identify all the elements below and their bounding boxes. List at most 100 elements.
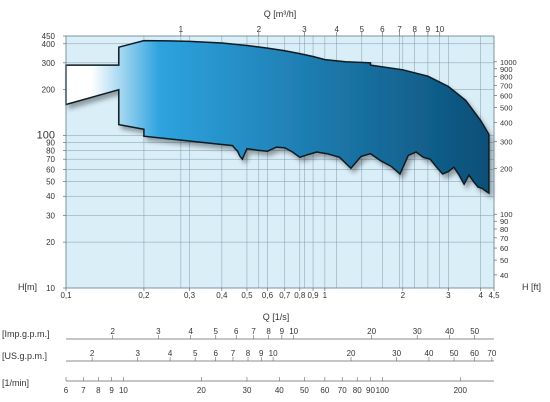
tick-label: 6 [380,25,385,34]
tick-label: 7 [231,349,236,358]
tick-label: 700 [500,81,513,90]
tick-label: 7 [397,25,402,34]
tick-label: 3 [302,25,307,34]
tick-label: 50 [46,177,55,186]
tick-label: 0,6 [262,291,274,300]
tick-label: 70 [500,234,508,243]
plot-frame [65,35,495,289]
tick-label: 2 [111,327,116,336]
tick-label: 4,5 [488,291,500,300]
tick-label: 4 [479,291,484,300]
tick-label: 90 [46,139,55,148]
imp-gpm-label: [Imp.g.p.m.] [2,329,50,339]
tick-label: 1 [179,25,184,34]
tick-label: 9 [426,25,431,34]
tick-label: 3 [136,349,141,358]
tick-label: 80 [46,146,55,155]
tick-label: 4 [188,327,193,336]
tick-label: 10 [119,386,128,395]
tick-label: 0,3 [184,291,196,300]
tick-label: 40 [445,327,454,336]
tick-label: 90 [500,217,508,226]
tick-label: 600 [500,92,513,101]
tick-label: 3 [156,327,161,336]
tick-label: 5 [214,327,219,336]
tick-label: 40 [275,386,284,395]
tick-label: 30 [243,386,252,395]
tick-label: 40 [500,271,508,280]
tick-label: 70 [338,386,347,395]
tick-label: 50 [300,386,309,395]
tick-label: 400 [500,118,513,127]
tick-label: 100 [376,386,390,395]
tick-label: 100 [500,210,513,219]
tick-label: 0,4 [216,291,228,300]
bottom-axis: 0,1 0,2 0,3 0,4 0,5 0,6 0,7 0,8 0,9 1 2 3 4 4,5 [60,288,500,300]
tick-label: 50 [500,256,508,265]
tick-label: 60 [470,349,479,358]
tick-label: 80 [500,225,508,234]
tick-label: 70 [46,155,55,164]
tick-label: 10 [435,25,444,34]
tick-label: 300 [42,59,56,68]
l-per-min-scale: 6 7 8 9 10 20 30 40 50 60 70 80 90 100 200 [64,377,494,395]
tick-label: 10 [46,284,55,293]
tick-label: 5 [193,349,198,358]
tick-label: 30 [413,327,422,336]
tick-label: 0,9 [307,291,319,300]
tick-label: 0,5 [241,291,253,300]
tick-label: 10 [269,349,278,358]
tick-label: 450 [42,32,56,41]
tick-label: 40 [425,349,434,358]
tick-label: 20 [347,349,356,358]
tick-label: 200 [42,86,56,95]
tick-label: 8 [412,25,417,34]
tick-label: 7 [251,327,256,336]
tick-label: 70 [487,349,496,358]
tick-label: 20 [367,327,376,336]
us-gpm-label: [US.g.p.m.] [2,351,47,361]
tick-label: 8 [266,327,271,336]
tick-label: 800 [500,73,513,82]
tick-label: 900 [500,65,513,74]
tick-label: 6 [213,349,218,358]
tick-label: 6 [234,327,239,336]
tick-label: 500 [500,104,513,113]
tick-label: 3 [446,291,451,300]
bottom-axis-label: Q [1/s] [263,312,290,322]
tick-label: 1000 [500,58,517,67]
tick-label: 0,2 [138,291,150,300]
tick-label: 40 [46,192,55,201]
l-per-min-label: [1/min] [2,378,29,388]
tick-label: 30 [46,211,55,220]
tick-label: 0,1 [60,291,72,300]
tick-label: 100 [37,130,55,142]
tick-label: 2 [401,291,406,300]
tick-label: 30 [392,349,401,358]
tick-label: 60 [320,386,329,395]
tick-label: 200 [500,164,513,173]
tick-label: 200 [454,386,468,395]
left-axis-label: H[m] [18,282,37,292]
tick-label: 9 [280,327,285,336]
pump-range-area [65,39,490,195]
tick-label: 1 [323,291,328,300]
tick-label: 0,8 [294,291,306,300]
tick-label: 2 [257,25,262,34]
tick-label: 4 [335,25,340,34]
tick-label: 80 [353,386,362,395]
tick-label: 9 [109,386,114,395]
tick-label: 50 [470,327,479,336]
tick-label: 8 [246,349,251,358]
right-axis-label: H [ft] [522,282,541,292]
tick-label: 300 [500,137,513,146]
tick-label: 5 [360,25,365,34]
tick-label: 8 [96,386,101,395]
tick-label: 0,7 [279,291,291,300]
imp-gpm-scale: 2 3 4 5 6 7 8 9 10 20 30 40 50 [66,327,494,340]
tick-label: 4 [168,349,173,358]
top-axis-label: Q [m³/h] [264,9,297,19]
